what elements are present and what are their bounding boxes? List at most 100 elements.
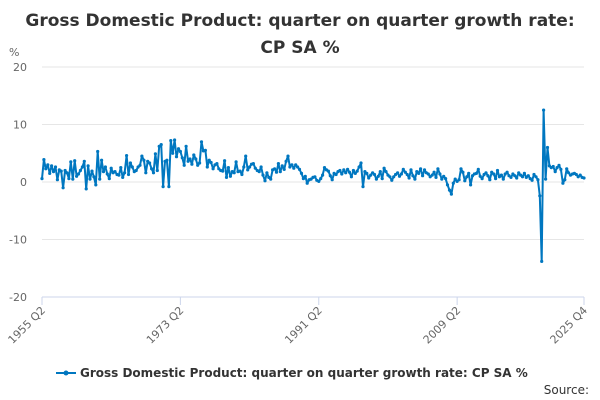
data-point[interactable] xyxy=(344,171,348,175)
data-point[interactable] xyxy=(253,166,257,170)
data-point[interactable] xyxy=(182,163,186,167)
data-point[interactable] xyxy=(322,166,327,170)
data-point[interactable] xyxy=(125,154,129,158)
data-point[interactable] xyxy=(80,165,84,169)
data-point[interactable] xyxy=(392,175,396,179)
data-point[interactable] xyxy=(92,175,96,179)
data-point[interactable] xyxy=(469,183,473,187)
data-point[interactable] xyxy=(67,177,71,181)
data-point[interactable] xyxy=(574,172,578,177)
data-point[interactable] xyxy=(153,152,157,156)
data-point[interactable] xyxy=(282,167,286,171)
data-point[interactable] xyxy=(278,170,282,174)
data-point[interactable] xyxy=(276,162,280,166)
data-point[interactable] xyxy=(407,176,411,180)
data-point[interactable] xyxy=(88,177,92,181)
data-point[interactable] xyxy=(369,173,373,177)
data-point[interactable] xyxy=(194,157,198,161)
data-point[interactable] xyxy=(42,158,46,162)
data-point[interactable] xyxy=(288,165,292,169)
data-point[interactable] xyxy=(559,167,563,171)
data-point[interactable] xyxy=(551,164,555,169)
data-point[interactable] xyxy=(445,183,450,187)
data-point[interactable] xyxy=(113,170,117,174)
data-point[interactable] xyxy=(382,166,386,170)
data-point[interactable] xyxy=(534,175,538,179)
data-point[interactable] xyxy=(226,166,230,170)
data-point[interactable] xyxy=(530,178,534,182)
data-point[interactable] xyxy=(244,154,248,158)
data-point[interactable] xyxy=(207,158,211,162)
data-point[interactable] xyxy=(119,166,123,170)
data-point[interactable] xyxy=(61,186,65,190)
data-point[interactable] xyxy=(513,174,517,178)
data-point[interactable] xyxy=(176,147,181,151)
data-point[interactable] xyxy=(98,177,102,181)
data-point[interactable] xyxy=(430,173,434,177)
data-point[interactable] xyxy=(238,169,242,173)
data-point[interactable] xyxy=(522,171,527,175)
data-point[interactable] xyxy=(526,174,530,178)
data-point[interactable] xyxy=(330,178,334,182)
data-point[interactable] xyxy=(359,161,363,165)
data-point[interactable] xyxy=(232,171,236,175)
data-point[interactable] xyxy=(361,185,365,189)
data-point[interactable] xyxy=(544,177,548,181)
data-point[interactable] xyxy=(501,177,505,181)
data-point[interactable] xyxy=(144,171,148,175)
data-point[interactable] xyxy=(349,175,353,179)
data-point[interactable] xyxy=(44,167,48,171)
data-point[interactable] xyxy=(71,177,75,181)
data-point[interactable] xyxy=(432,170,436,174)
data-point[interactable] xyxy=(444,177,448,181)
data-point[interactable] xyxy=(484,171,488,175)
data-point[interactable] xyxy=(319,177,323,181)
data-point[interactable] xyxy=(532,172,536,177)
data-point[interactable] xyxy=(545,145,550,150)
data-point[interactable] xyxy=(148,161,152,165)
data-point[interactable] xyxy=(211,167,215,171)
data-point[interactable] xyxy=(169,139,173,143)
data-point[interactable] xyxy=(161,185,165,189)
data-point[interactable] xyxy=(401,167,405,171)
data-point[interactable] xyxy=(495,168,500,173)
data-point[interactable] xyxy=(461,170,465,174)
data-point[interactable] xyxy=(265,171,269,175)
data-point[interactable] xyxy=(190,162,194,166)
data-point[interactable] xyxy=(73,159,77,163)
data-point[interactable] xyxy=(403,170,407,174)
data-point[interactable] xyxy=(417,171,421,175)
data-point[interactable] xyxy=(409,168,413,172)
data-point[interactable] xyxy=(259,165,263,169)
data-point[interactable] xyxy=(142,158,146,162)
data-point[interactable] xyxy=(167,185,171,189)
data-point[interactable] xyxy=(174,155,179,159)
data-point[interactable] xyxy=(53,165,58,169)
data-point[interactable] xyxy=(442,174,446,178)
data-point[interactable] xyxy=(399,172,403,176)
data-point[interactable] xyxy=(107,177,111,181)
data-point[interactable] xyxy=(567,171,571,175)
data-point[interactable] xyxy=(165,158,169,162)
data-point[interactable] xyxy=(328,174,332,178)
data-point[interactable] xyxy=(205,165,209,169)
data-point[interactable] xyxy=(536,178,540,182)
data-point[interactable] xyxy=(155,168,159,173)
data-point[interactable] xyxy=(436,167,440,171)
data-point[interactable] xyxy=(240,172,244,177)
data-point[interactable] xyxy=(447,188,452,192)
data-point[interactable] xyxy=(55,178,60,182)
data-point[interactable] xyxy=(486,174,490,178)
data-point[interactable] xyxy=(538,194,542,198)
data-point[interactable] xyxy=(434,175,438,179)
data-point[interactable] xyxy=(438,172,442,176)
data-point[interactable] xyxy=(563,178,567,182)
data-point[interactable] xyxy=(138,163,142,167)
data-point[interactable] xyxy=(520,175,525,179)
data-point[interactable] xyxy=(488,178,492,182)
data-point[interactable] xyxy=(376,174,380,178)
data-point[interactable] xyxy=(228,174,232,178)
data-point[interactable] xyxy=(357,165,361,169)
data-point[interactable] xyxy=(273,167,277,171)
data-point[interactable] xyxy=(296,165,300,169)
